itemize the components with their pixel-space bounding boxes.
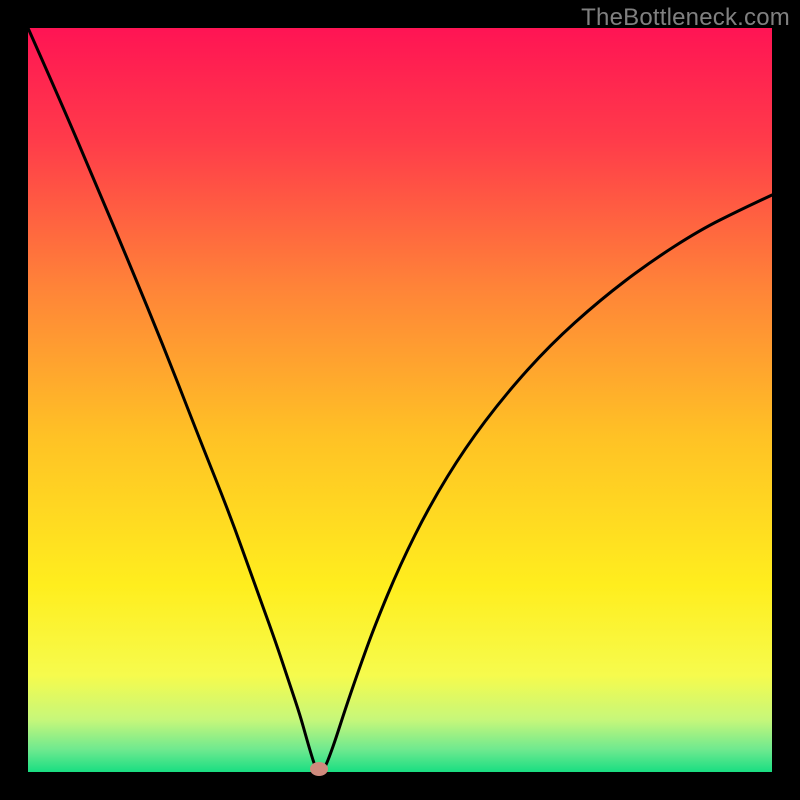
bottleneck-curve-chart	[0, 0, 800, 800]
chart-container: TheBottleneck.com	[0, 0, 800, 800]
watermark-text: TheBottleneck.com	[581, 4, 790, 32]
minimum-marker	[310, 762, 328, 776]
plot-area	[28, 28, 772, 772]
